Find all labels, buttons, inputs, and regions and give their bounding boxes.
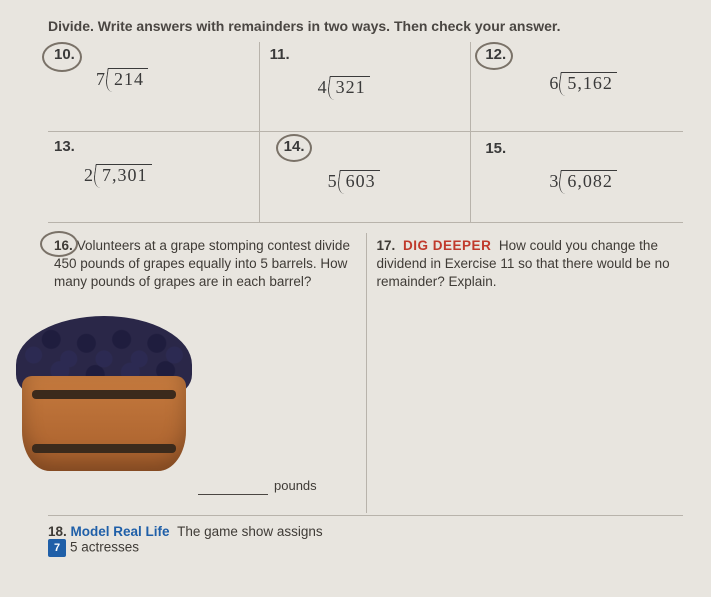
problem-15: 15. 36,082 [471,132,683,222]
problem-number: 18. [48,524,67,539]
barrel-image [10,316,200,471]
answer-blank[interactable] [198,494,268,495]
long-division: 36,082 [549,170,617,192]
problem-18: 18. Model Real Life The game show assign… [48,524,683,557]
long-division: 5603 [328,170,380,192]
dividend: 7,301 [96,164,152,186]
problem-number: 10. [54,46,75,63]
sub-text: 5 actresses [70,540,139,555]
problem-11: 11. 4321 [260,42,472,132]
problem-text: The game show assigns [177,524,323,539]
problem-number: 11. [270,46,290,63]
barrel-band [32,390,176,399]
divisor: 7 [96,69,106,90]
divisor: 4 [318,77,328,98]
problem-number: 15. [485,140,506,157]
problem-number: 13. [54,138,75,155]
divisor: 3 [549,171,559,192]
divisor: 6 [549,73,559,94]
problem-14: 14. 5603 [260,132,472,222]
dividend: 6,082 [561,170,617,192]
instructions-text: Divide. Write answers with remainders in… [48,18,683,34]
problem-number: 12. [485,46,506,63]
dig-deeper-tag: DIG DEEPER [403,238,491,253]
dividend: 321 [330,76,370,98]
blue-badge: 7 [48,539,66,557]
answer-line: pounds [198,477,317,495]
word-problems-row: 16.Volunteers at a grape stomping contes… [48,233,683,513]
problem-13: 13. 27,301 [48,132,260,222]
horizontal-rule [48,515,683,516]
long-division: 7214 [96,68,148,90]
vertical-separator [366,233,367,513]
barrel-tub [22,376,186,471]
barrel-band [32,444,176,453]
answer-unit: pounds [274,478,317,493]
divisor: 5 [328,171,338,192]
divisor: 2 [84,165,94,186]
problem-16: 16.Volunteers at a grape stomping contes… [48,233,361,513]
division-grid: 10. 7214 11. 4321 12. 65,162 13. 27,301 … [48,42,683,223]
model-real-life-tag: Model Real Life [71,524,170,539]
dividend: 214 [108,68,148,90]
dividend: 5,162 [561,72,617,94]
long-division: 65,162 [549,72,617,94]
long-division: 27,301 [84,164,152,186]
problem-17: 17. DIG DEEPER How could you change the … [371,233,684,513]
problem-number: 14. [284,138,305,155]
problem-text: Volunteers at a grape stomping contest d… [54,238,350,289]
problem-10: 10. 7214 [48,42,260,132]
problem-12: 12. 65,162 [471,42,683,132]
long-division: 4321 [318,76,370,98]
dividend: 603 [340,170,380,192]
problem-number: 17. [377,238,396,253]
circle-mark [40,231,78,257]
